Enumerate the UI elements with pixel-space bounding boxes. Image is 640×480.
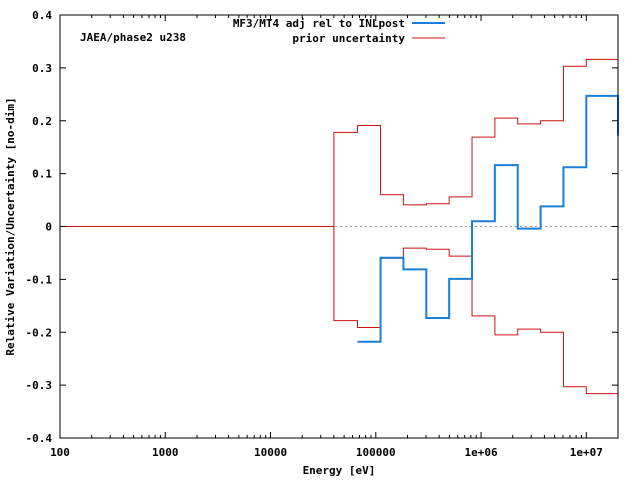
x-tick-label: 1e+07 [570, 446, 603, 459]
adjustment-series-line [357, 94, 619, 343]
series-layer [60, 58, 619, 395]
y-tick-label: -0.3 [26, 379, 53, 392]
y-axis-title: Relative Variation/Uncertainty [no-dim] [4, 97, 17, 355]
x-tick-label: 1000 [152, 446, 179, 459]
prior-uncertainty-upper [60, 58, 618, 227]
legend-label-prior-uncertainty: prior uncertainty [292, 32, 405, 45]
ticks-layer [59, 14, 618, 439]
x-axis-title: Energy [eV] [303, 464, 376, 477]
annotation-text: JAEA/phase2 u238 [80, 31, 186, 44]
y-tick-label: 0.1 [32, 168, 52, 181]
y-tick-label: 0.4 [32, 9, 52, 22]
y-tick-label: 0.2 [32, 115, 52, 128]
prior-uncertainty-lower [60, 226, 618, 395]
legend-label-adjustment: MF3/MT4 adj rel to INLpost [233, 17, 405, 30]
y-tick-label: -0.2 [26, 326, 53, 339]
x-tick-label: 100000 [356, 446, 396, 459]
legend: MF3/MT4 adj rel to INLpost prior uncerta… [233, 17, 445, 45]
y-tick-label: -0.1 [26, 273, 53, 286]
y-tick-label: -0.4 [26, 432, 53, 445]
y-tick-label: 0.3 [32, 62, 52, 75]
x-tick-label: 10000 [254, 446, 287, 459]
x-tick-label: 100 [50, 446, 70, 459]
x-tick-label: 1e+06 [464, 446, 497, 459]
y-tick-label: 0 [45, 221, 52, 234]
